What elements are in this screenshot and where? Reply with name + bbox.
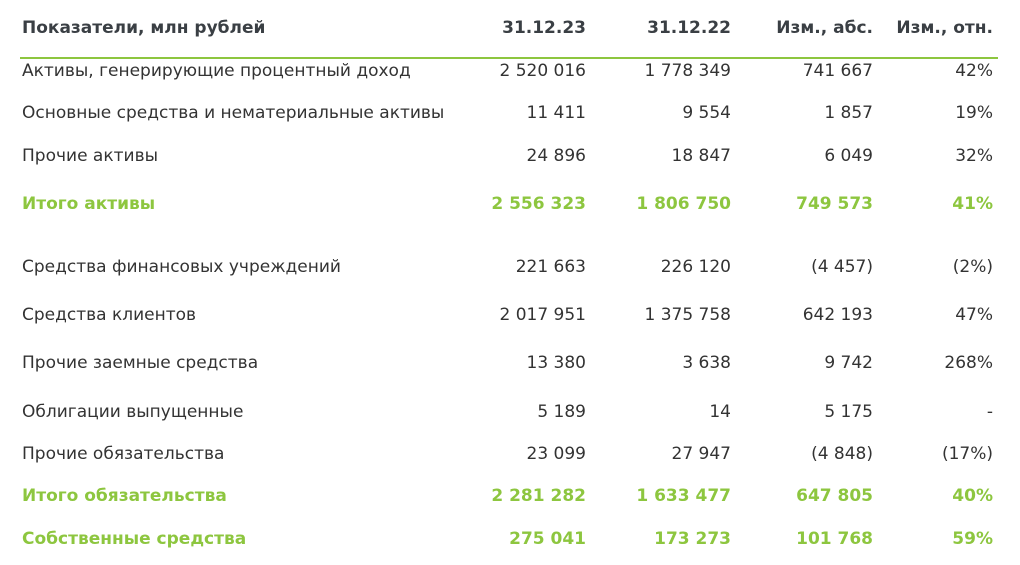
row-rel-change: 40%: [952, 486, 993, 506]
row-label: Прочие обязательства: [22, 444, 225, 464]
table-row: Облигации выпущенные 5 189 14 5 175 -: [0, 402, 1020, 426]
row-rel-change: 42%: [955, 61, 993, 81]
row-value-2022: 1 806 750: [636, 194, 731, 214]
header-col-rel-change: Изм., отн.: [896, 18, 993, 38]
row-value-2022: 14: [709, 402, 731, 422]
row-label: Итого обязательства: [22, 486, 227, 506]
row-value-2023: 23 099: [526, 444, 586, 464]
row-abs-change: 9 742: [824, 353, 873, 373]
row-value-2023: 13 380: [526, 353, 586, 373]
row-value-2022: 9 554: [682, 103, 731, 123]
row-value-2023: 24 896: [526, 146, 586, 166]
row-abs-change: 5 175: [824, 402, 873, 422]
row-abs-change: 6 049: [824, 146, 873, 166]
table-row: Основные средства и нематериальные актив…: [0, 103, 1020, 127]
row-label: Основные средства и нематериальные актив…: [22, 103, 445, 123]
row-abs-change: 741 667: [802, 61, 873, 81]
table-header: Показатели, млн рублей 31.12.23 31.12.22…: [0, 0, 1020, 58]
table-row: Прочие заемные средства 13 380 3 638 9 7…: [0, 353, 1020, 377]
table-row: Прочие активы 24 896 18 847 6 049 32%: [0, 146, 1020, 170]
table-row-total-assets: Итого активы 2 556 323 1 806 750 749 573…: [0, 194, 1020, 218]
row-rel-change: (2%): [952, 257, 993, 277]
row-label: Облигации выпущенные: [22, 402, 244, 422]
header-label: Показатели, млн рублей: [22, 18, 266, 38]
row-value-2022: 1 633 477: [636, 486, 731, 506]
row-abs-change: 101 768: [796, 529, 873, 549]
row-rel-change: 19%: [955, 103, 993, 123]
table-row-equity: Собственные средства 275 041 173 273 101…: [0, 529, 1020, 553]
row-rel-change: 41%: [952, 194, 993, 214]
row-value-2023: 221 663: [515, 257, 586, 277]
row-value-2023: 5 189: [537, 402, 586, 422]
header-col-abs-change: Изм., абс.: [776, 18, 873, 38]
row-abs-change: 1 857: [824, 103, 873, 123]
table-row: Средства финансовых учреждений 221 663 2…: [0, 257, 1020, 281]
header-divider: [20, 57, 998, 59]
row-label: Средства финансовых учреждений: [22, 257, 341, 277]
row-label: Средства клиентов: [22, 305, 197, 325]
row-rel-change: 32%: [955, 146, 993, 166]
row-value-2023: 11 411: [526, 103, 586, 123]
row-value-2023: 2 520 016: [499, 61, 586, 81]
row-abs-change: 749 573: [796, 194, 873, 214]
row-value-2022: 173 273: [654, 529, 731, 549]
row-rel-change: 47%: [955, 305, 993, 325]
row-value-2022: 18 847: [671, 146, 731, 166]
row-label: Итого активы: [22, 194, 156, 214]
row-value-2022: 27 947: [671, 444, 731, 464]
row-rel-change: 268%: [944, 353, 993, 373]
table-row-total-liabilities: Итого обязательства 2 281 282 1 633 477 …: [0, 486, 1020, 510]
row-value-2022: 1 375 758: [644, 305, 731, 325]
row-abs-change: 642 193: [802, 305, 873, 325]
row-abs-change: (4 848): [811, 444, 873, 464]
row-label: Активы, генерирующие процентный доход: [22, 61, 411, 81]
row-abs-change: 647 805: [796, 486, 873, 506]
row-value-2023: 2 017 951: [499, 305, 586, 325]
row-value-2023: 275 041: [509, 529, 586, 549]
row-abs-change: (4 457): [811, 257, 873, 277]
row-label: Прочие заемные средства: [22, 353, 259, 373]
row-value-2022: 3 638: [682, 353, 731, 373]
row-label: Собственные средства: [22, 529, 247, 549]
row-value-2023: 2 556 323: [491, 194, 586, 214]
row-rel-change: 59%: [952, 529, 993, 549]
table-row: Активы, генерирующие процентный доход 2 …: [0, 61, 1020, 85]
row-label: Прочие активы: [22, 146, 159, 166]
table-row: Прочие обязательства 23 099 27 947 (4 84…: [0, 444, 1020, 468]
table-row: Средства клиентов 2 017 951 1 375 758 64…: [0, 305, 1020, 329]
header-col-2022: 31.12.22: [647, 18, 731, 38]
header-col-2023: 31.12.23: [502, 18, 586, 38]
row-value-2022: 1 778 349: [644, 61, 731, 81]
row-value-2022: 226 120: [660, 257, 731, 277]
row-rel-change: (17%): [941, 444, 993, 464]
row-value-2023: 2 281 282: [491, 486, 586, 506]
row-rel-change: -: [986, 402, 993, 422]
